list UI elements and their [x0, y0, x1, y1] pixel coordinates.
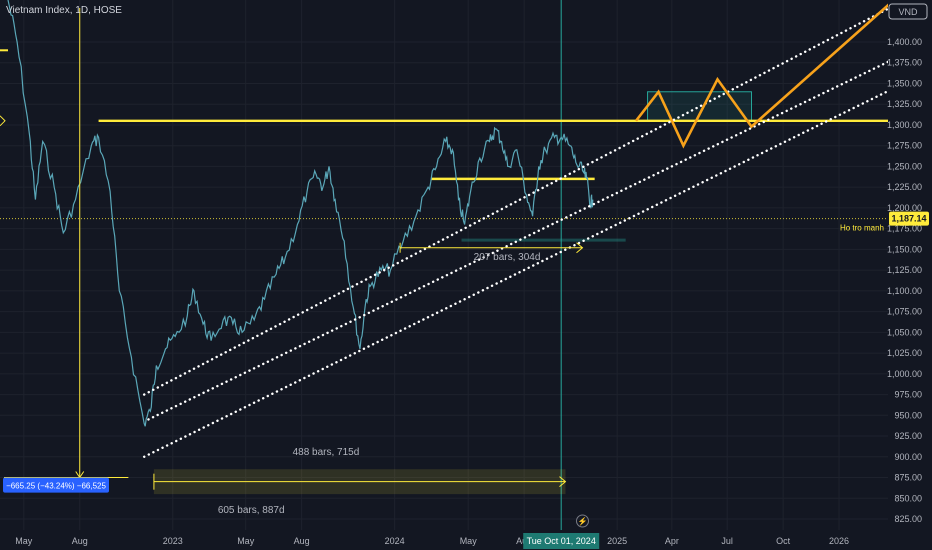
y-tick-label: 975.00 [894, 390, 922, 400]
price-tag: 1,187.14 [891, 214, 926, 224]
y-tick-label: 1,025.00 [887, 348, 922, 358]
y-tick-label: 1,400.00 [887, 37, 922, 47]
y-tick-label: 1,100.00 [887, 286, 922, 296]
horizontal-levels[interactable] [0, 49, 888, 220]
chart-title: Vietnam Index, 1D, HOSE [6, 5, 122, 16]
x-tick-label: 2024 [385, 536, 405, 546]
y-axis-bg [888, 0, 932, 550]
measure-text: −665.25 (−43.24%) −66,525 [6, 482, 106, 491]
x-tick-label: 2023 [163, 536, 183, 546]
measure-tools [0, 8, 584, 490]
y-tick-label: 1,275.00 [887, 141, 922, 151]
support-label: Ho tro manh [840, 224, 884, 233]
crosshair-date-bg [523, 533, 600, 549]
measure-badge [3, 477, 109, 493]
short-range-arrow [576, 242, 584, 254]
y-tick-label: 825.00 [894, 514, 922, 524]
y-tick-label: 1,050.00 [887, 327, 922, 337]
annotation-labels: Ho tro manh 207 bars, 304d 488 bars, 715d 6… [3, 224, 884, 528]
y-tick-label: 900.00 [894, 452, 922, 462]
y-tick-label: 850.00 [894, 493, 922, 503]
date-range-arrow [559, 476, 567, 488]
left-edge-arrow [0, 115, 6, 127]
channel-line-3 [142, 78, 914, 458]
y-tick-label: 925.00 [894, 431, 922, 441]
currency-badge [888, 3, 928, 20]
x-tick-label: 2025 [607, 536, 627, 546]
channel-line-2 [147, 49, 914, 421]
y-tick-label: 1,175.00 [887, 224, 922, 234]
x-tick-label: Apr [665, 536, 679, 546]
x-tick-label: May [237, 536, 255, 546]
y-tick-label: 1,150.00 [887, 244, 922, 254]
price-line [7, 0, 594, 427]
lower-box [461, 238, 626, 242]
y-tick-label: 950.00 [894, 410, 922, 420]
x-axis[interactable]: MayAug2023MayAug2024MayAug2025AprJulOct2… [15, 533, 849, 549]
y-tick-label: 1,200.00 [887, 203, 922, 213]
x-tick-label: Jul [721, 536, 733, 546]
projection-path[interactable] [634, 0, 912, 149]
y-tick-label: 1,350.00 [887, 78, 922, 88]
lightning-icon [575, 514, 589, 528]
x-tick-label: May [15, 536, 33, 546]
price-series [7, 0, 594, 427]
y-tick-label: 1,075.00 [887, 307, 922, 317]
range-label-short: 207 bars, 304d [474, 252, 541, 263]
y-tick-label: 1,250.00 [887, 161, 922, 171]
channel-lines[interactable] [142, 0, 914, 458]
projection-zigzag [634, 0, 896, 149]
y-tick-label: 1,225.00 [887, 182, 922, 192]
y-tick-label: 1,325.00 [887, 99, 922, 109]
x-tick-label: May [460, 536, 478, 546]
range-label-mid: 488 bars, 715d [293, 447, 360, 458]
grid [0, 0, 888, 530]
y-tick-label: 1,375.00 [887, 58, 922, 68]
crosshair-date-label: Tue Oct 01, 2024 [527, 536, 596, 546]
y-tick-label: 1,300.00 [887, 120, 922, 130]
channel-line-1 [142, 0, 908, 396]
x-tick-label: Aug [294, 536, 310, 546]
price-tag-bg [889, 211, 929, 226]
y-axis[interactable]: 1,400.00 1,375.00 1,350.00 1,325.00 1,300.00… [887, 0, 932, 550]
y-tick-label: 875.00 [894, 473, 922, 483]
y-tick-label: 1,125.00 [887, 265, 922, 275]
x-tick-label: Aug [72, 536, 88, 546]
x-tick-label: 2026 [829, 536, 849, 546]
y-tick-label: 1,000.00 [887, 369, 922, 379]
lightning-glyph: ⚡ [578, 516, 588, 526]
currency-label: VND [898, 7, 918, 17]
x-tick-label: Oct [776, 536, 791, 546]
range-label-long: 605 bars, 887d [218, 505, 285, 516]
